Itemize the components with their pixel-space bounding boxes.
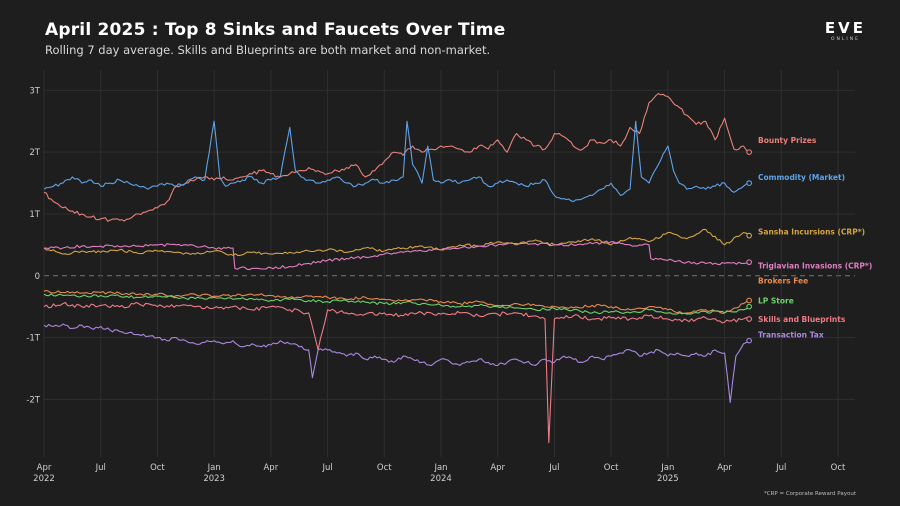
x-tick-label: Apr bbox=[37, 463, 52, 473]
series-labels: Bounty Prizes Commodity (Market) Sansha In… bbox=[758, 136, 872, 340]
series-end-marker bbox=[746, 149, 752, 156]
series-end-marker bbox=[746, 259, 752, 266]
series-label: LP Store bbox=[758, 296, 794, 305]
series-label: Bounty Prizes bbox=[758, 136, 817, 145]
x-tick-label: Oct bbox=[604, 463, 619, 473]
series-end-marker bbox=[746, 232, 752, 239]
series-end-marker bbox=[746, 337, 752, 344]
series-line bbox=[43, 120, 750, 203]
eve-online-logo: EVE ONLINE bbox=[824, 19, 866, 43]
grid-lines bbox=[43, 70, 855, 457]
series-label: Skills and Blueprints bbox=[758, 315, 846, 324]
x-tick-label: Jul bbox=[321, 463, 332, 473]
series-label: Commodity (Market) bbox=[758, 173, 845, 182]
x-tick-label: Jul bbox=[95, 463, 106, 473]
series-label: Sansha Incursions (CRP*) bbox=[758, 227, 865, 236]
series-lines bbox=[43, 92, 752, 444]
y-tick-label: 3T bbox=[29, 86, 40, 96]
series-end-marker bbox=[746, 316, 752, 322]
x-tick-label: Apr bbox=[263, 463, 278, 473]
series-line bbox=[43, 228, 750, 256]
x-tick-label: Jan bbox=[433, 463, 447, 473]
series-label: Brokers Fee bbox=[758, 277, 808, 286]
x-tick-year-label: 2023 bbox=[203, 474, 225, 484]
series-end-marker bbox=[746, 303, 752, 310]
chart-title: April 2025 : Top 8 Sinks and Faucets Ove… bbox=[45, 20, 506, 40]
x-tick-year-label: 2022 bbox=[33, 474, 55, 484]
series-line bbox=[43, 301, 750, 444]
y-tick-label: 1T bbox=[29, 210, 40, 220]
x-tick-label: Jan bbox=[660, 463, 674, 473]
series-line bbox=[43, 240, 750, 271]
series-line bbox=[43, 289, 750, 315]
logo-subtext: ONLINE bbox=[830, 37, 860, 42]
x-tick-label: Jul bbox=[548, 463, 559, 473]
x-tick-year-label: 2025 bbox=[657, 474, 679, 484]
series-line bbox=[43, 323, 750, 404]
x-tick-label: Jan bbox=[207, 463, 221, 473]
x-tick-label: Apr bbox=[717, 463, 732, 473]
x-tick-label: Oct bbox=[831, 463, 846, 473]
x-tick-label: Oct bbox=[150, 463, 165, 473]
x-tick-label: Jul bbox=[775, 463, 786, 473]
x-tick-label: Oct bbox=[377, 463, 392, 473]
chart-subtitle: Rolling 7 day average. Skills and Bluepr… bbox=[45, 43, 491, 57]
y-tick-label: 2T bbox=[29, 148, 40, 158]
x-tick-year-label: 2024 bbox=[430, 474, 452, 484]
y-axis-ticks: 3T 2T 1T 0 -1T -2T bbox=[26, 86, 40, 405]
series-label: Triglavian Invasions (CRP*) bbox=[758, 261, 872, 270]
series-label: Transaction Tax bbox=[758, 330, 824, 339]
series-end-marker bbox=[746, 180, 752, 186]
y-tick-label: -2T bbox=[26, 395, 40, 405]
x-tick-label: Apr bbox=[490, 463, 505, 473]
series-end-marker bbox=[746, 297, 752, 304]
series-line bbox=[43, 92, 750, 222]
footnote: *CRP = Corporate Reward Payout bbox=[763, 491, 856, 497]
logo-wordmark: EVE bbox=[824, 19, 866, 37]
y-tick-label: 0 bbox=[35, 272, 40, 282]
series-line bbox=[43, 293, 750, 315]
y-tick-label: -1T bbox=[26, 334, 40, 344]
